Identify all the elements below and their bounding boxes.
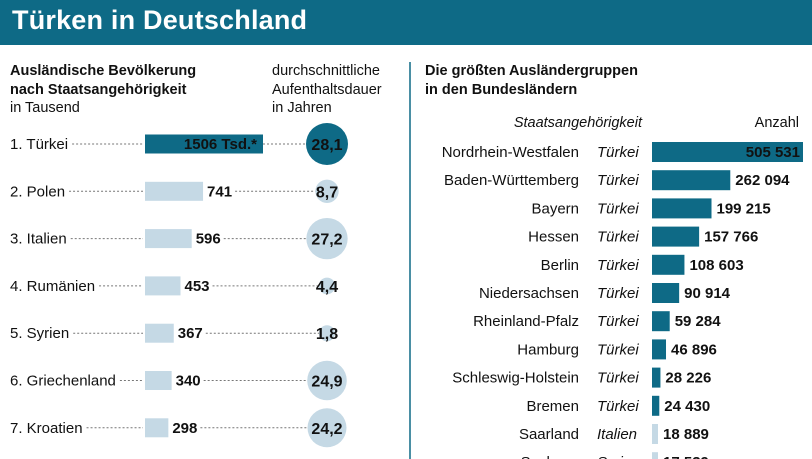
population-value: 340 [176,373,201,390]
state-label: Nordrhein-Westfalen [442,144,579,161]
population-bar [145,371,172,390]
state-label: Hamburg [517,341,579,358]
page-title: Türken in Deutschland [12,5,308,35]
population-value: 367 [178,325,203,342]
population-bar [145,134,263,154]
state-value: 262 094 [735,172,790,189]
country-label: 2. Polen [10,183,65,200]
duration-circle [307,360,347,401]
duration-value: 8,7 [316,184,338,201]
state-bar [652,395,660,416]
state-label: Rheinland-Pfalz [473,313,579,330]
state-value: 18 889 [663,426,709,443]
nationality-label: Türkei [597,200,639,217]
duration-circle [306,123,348,165]
nationality-label: Türkei [597,370,639,387]
state-label: Sachsen [521,454,579,459]
duration-heading-line2: Aufenthaltsdauer [272,82,382,98]
duration-value: 4,4 [316,279,338,296]
nationality-label: Italien [597,426,637,443]
country-label: 6. Griechenland [10,373,116,390]
title-banner: Türken in Deutschland [0,0,812,45]
left-heading-line1: Ausländische Bevölkerung [10,63,196,79]
state-label: Bayern [531,200,579,217]
right-heading-line2: in den Bundesländern [425,82,577,98]
state-value: 90 914 [684,285,731,302]
state-label: Niedersachsen [479,285,579,302]
population-value: 741 [207,183,232,200]
state-label: Schleswig-Holstein [452,370,579,387]
country-label: 3. Italien [10,231,67,248]
duration-value: 27,2 [311,232,342,249]
nationality-label: Türkei [597,398,639,415]
population-bar [145,418,169,438]
duration-value: 24,2 [311,421,342,438]
population-value: 453 [184,278,209,295]
country-label: 4. Rumänien [10,278,95,295]
country-label: 5. Syrien [10,325,69,342]
duration-heading-line1: durchschnittliche [272,63,380,79]
population-bar [145,181,204,201]
population-bar-chart: 1. Türkei 1506 Tsd.* 28,1 2. Polen 741 8,7 3. … [10,123,348,448]
state-label: Bremen [526,398,579,415]
state-bar [652,226,700,247]
state-value: 24 430 [664,398,710,415]
state-bar [652,339,667,360]
duration-circle [315,179,339,203]
state-value: 17 539 [663,454,709,459]
country-label: 7. Kroatien [10,420,83,437]
population-value: 1506 Tsd.* [184,136,257,153]
state-value: 46 896 [671,341,717,358]
population-bar [145,323,174,343]
nationality-label: Türkei [597,229,639,246]
nationality-label: Türkei [597,172,639,189]
nationality-label: Syrien [597,454,640,459]
population-value: 298 [172,420,197,437]
duration-circle [306,217,348,260]
population-bar [145,229,192,249]
duration-value: 1,8 [316,326,338,343]
state-label: Saarland [519,426,579,443]
state-bar [652,367,661,388]
state-label: Hessen [528,229,579,246]
state-bar [652,452,658,459]
nationality-label: Türkei [597,285,639,302]
duration-value: 24,9 [311,374,342,391]
nationality-column-header: Staatsangehörigkeit [514,115,643,131]
nationality-label: Türkei [597,144,639,161]
state-bar [652,170,731,191]
state-value: 59 284 [675,313,722,330]
population-value: 596 [196,231,221,248]
state-value: 505 531 [746,144,800,161]
duration-heading-line3: in Jahren [272,100,332,116]
state-value: 28 226 [665,370,711,387]
state-label: Baden-Württemberg [444,172,579,189]
state-bar [652,424,658,444]
duration-circle [319,325,335,342]
country-label: 1. Türkei [10,136,68,153]
nationality-label: Türkei [597,341,639,358]
duration-circle [318,277,336,295]
duration-circle [307,408,347,448]
population-bar [145,276,181,296]
nationality-label: Türkei [597,313,639,330]
state-bar [652,254,685,275]
state-value: 157 766 [704,229,758,246]
state-label: Berlin [541,257,579,274]
state-bar [652,283,680,303]
state-value: 108 603 [689,257,743,274]
state-bar [652,142,803,162]
state-groups-bar-chart: Nordrhein-Westfalen Türkei 505 531 Baden-Wü… [442,142,803,459]
state-value: 199 215 [717,200,771,217]
duration-value: 28,1 [311,137,342,154]
state-bar [652,311,670,332]
left-heading-line3: in Tausend [10,100,80,116]
left-heading-line2: nach Staatsangehörigkeit [10,82,187,98]
nationality-label: Türkei [597,257,639,274]
state-bar [652,198,712,219]
count-column-header: Anzahl [755,115,799,131]
right-heading-line1: Die größten Ausländergruppen [425,63,638,79]
